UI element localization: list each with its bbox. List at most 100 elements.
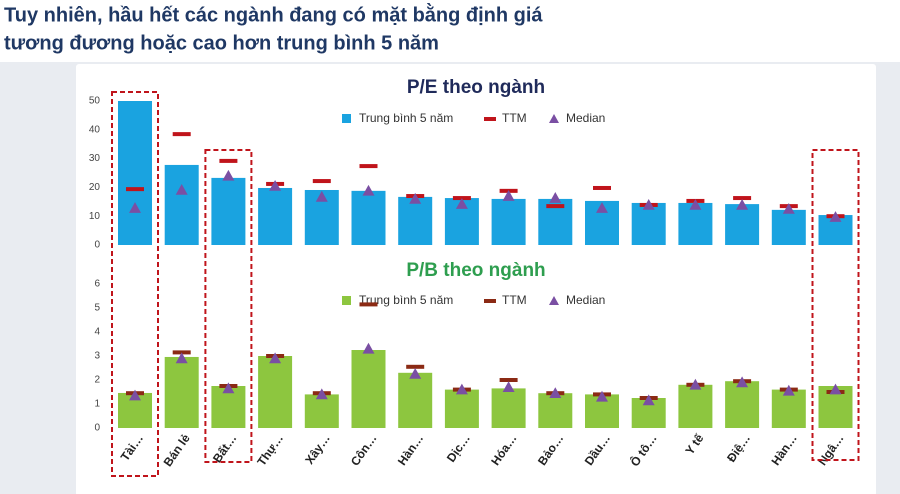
median-marker: [642, 394, 655, 406]
bar: [631, 202, 666, 245]
page-title: tương đương hoặc cao hơn trung bình 5 nă…: [4, 32, 439, 54]
bar: [491, 388, 526, 428]
y-tick-label: 0: [94, 423, 100, 434]
legend-swatch: [342, 114, 351, 123]
median-marker: [549, 192, 562, 203]
bar: [258, 356, 293, 428]
median-marker: [315, 190, 328, 202]
median-marker: [502, 381, 515, 392]
bar: [118, 101, 152, 245]
median-marker: [689, 198, 702, 210]
y-tick-label: 50: [89, 96, 101, 107]
bar: [164, 164, 199, 245]
bar: [491, 198, 526, 245]
legend-swatch: [484, 299, 496, 303]
ttm-marker: [126, 187, 144, 192]
bar: [725, 204, 760, 245]
highlight-box: [111, 91, 159, 477]
header-bg: [0, 0, 900, 62]
bar: [538, 393, 573, 428]
ttm-marker: [172, 132, 191, 137]
median-marker: [222, 382, 235, 394]
y-tick-label: 3: [94, 351, 100, 362]
median-marker: [269, 352, 282, 364]
ttm-marker: [406, 364, 425, 369]
legend-swatch: [342, 296, 351, 305]
median-marker: [689, 378, 702, 390]
median-marker: [549, 387, 562, 398]
legend-swatch: [484, 117, 496, 121]
y-tick-label: 10: [89, 211, 101, 222]
median-marker: [782, 203, 795, 214]
legend-label: TTM: [502, 111, 527, 125]
median-marker: [455, 383, 468, 395]
bar: [771, 209, 806, 245]
median-marker: [736, 198, 749, 210]
bar: [211, 177, 246, 245]
median-marker: [782, 384, 795, 396]
page-title: Tuy nhiên, hầu hết các ngành đang có mặt…: [4, 2, 543, 26]
legend-swatch: [549, 296, 559, 305]
ttm-marker: [359, 302, 378, 307]
median-marker: [409, 368, 422, 379]
median-marker: [315, 388, 328, 400]
median-marker: [129, 389, 141, 401]
median-marker: [222, 169, 235, 181]
chart-title: P/B theo ngành: [406, 260, 545, 281]
bar: [725, 381, 760, 428]
y-tick-label: 6: [94, 279, 100, 290]
median-marker: [175, 183, 188, 195]
highlight-box: [811, 149, 860, 461]
legend-label: Trung bình 5 năm: [359, 293, 453, 307]
ttm-marker: [452, 196, 471, 201]
y-tick-label: 5: [94, 303, 100, 314]
median-marker: [736, 376, 749, 388]
ttm-marker: [499, 378, 518, 382]
bar: [164, 356, 199, 428]
highlight-box: [204, 149, 253, 463]
y-tick-label: 0: [94, 240, 100, 251]
bar: [351, 350, 386, 428]
y-tick-label: 40: [89, 124, 101, 135]
ttm-marker: [312, 179, 331, 184]
ttm-marker: [219, 158, 238, 163]
ttm-marker: [733, 196, 752, 201]
y-tick-label: 4: [94, 327, 100, 338]
legend-label: TTM: [502, 293, 527, 307]
y-tick-label: 1: [94, 399, 100, 410]
median-marker: [829, 383, 842, 395]
bar: [304, 394, 339, 428]
legend-label: Trung bình 5 năm: [359, 111, 453, 125]
y-tick-label: 30: [89, 153, 101, 164]
median-marker: [642, 198, 655, 210]
bar: [398, 196, 433, 245]
legend-swatch: [549, 114, 559, 123]
bar: [398, 372, 433, 428]
legend-label: Median: [566, 111, 605, 125]
median-marker: [269, 179, 282, 191]
legend-label: Median: [566, 293, 605, 307]
median-marker: [455, 198, 468, 209]
median-marker: [175, 352, 188, 364]
median-marker: [362, 184, 375, 196]
median-marker: [502, 190, 515, 201]
bar: [258, 187, 293, 245]
y-tick-label: 20: [89, 182, 101, 193]
bar: [444, 389, 479, 428]
bar: [351, 190, 386, 245]
median-marker: [129, 202, 141, 213]
bar: [678, 384, 713, 428]
chart-title: P/E theo ngành: [407, 77, 545, 98]
median-marker: [596, 202, 608, 213]
bar: [678, 202, 713, 245]
median-marker: [829, 211, 842, 222]
ttm-marker: [546, 204, 565, 209]
median-marker: [596, 390, 608, 402]
ttm-marker: [593, 185, 611, 190]
median-marker: [409, 192, 422, 204]
median-marker: [362, 342, 375, 354]
bar: [771, 389, 806, 428]
y-tick-label: 2: [94, 375, 100, 386]
